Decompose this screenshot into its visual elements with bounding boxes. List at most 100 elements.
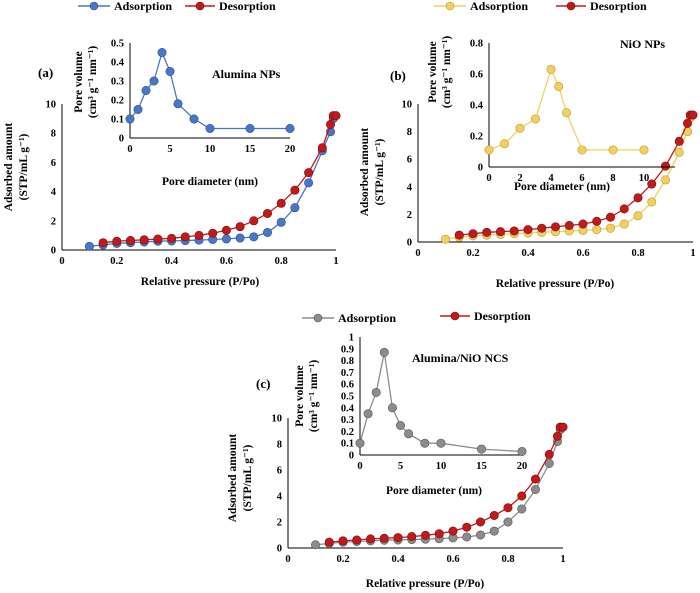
panel-a-main-x-tick-label: 1 — [333, 256, 338, 267]
panel-a-desorption-point — [326, 119, 336, 129]
panel-a-inset-y-tick-label: 0 — [119, 134, 124, 145]
legend-desorption-label: Desorption — [219, 0, 276, 13]
panel-c-inset-ylabel-2: (cm³ g⁻¹ nm⁻¹) — [308, 360, 320, 432]
panel-a-inset-y-tick-label: 0.1 — [111, 115, 124, 126]
panel-b-desorption-point — [682, 118, 692, 128]
panel-c-main-x-tick-label: 0.8 — [501, 554, 514, 565]
panel-b-adsorption-point — [592, 225, 602, 235]
panel-a-pore-point — [165, 67, 175, 77]
panel-c-inset-y-tick-label: 0.6 — [341, 380, 354, 391]
panel-c-desorption-point — [324, 537, 334, 547]
panel-a-inset-ylabel-2: (cm³ g⁻¹ nm⁻¹) — [87, 46, 99, 118]
panel-b-inset-y-tick-label: 0.6 — [470, 70, 483, 81]
panel-a-pore-point — [141, 86, 151, 96]
panel-a-pore-point — [133, 105, 143, 115]
panel-a-pore-point — [157, 47, 167, 57]
panel-b-pore-point — [577, 145, 587, 155]
panel-b-pore-line — [488, 67, 644, 151]
panel-b-adsorption-point — [647, 197, 657, 207]
panel-b-desorption-point — [468, 229, 478, 239]
panel-a: (a) Adsorption Desorption 0 0.2 0.4 0.6 0.8 1… — [3, 0, 341, 288]
panel-b-desorption-point — [578, 219, 588, 229]
panel-c-ylabel-2: (STP/mL g⁻¹) — [242, 444, 254, 511]
panel-a-adsorption-point — [262, 227, 272, 237]
panel-b-main-y-tick-label: 8 — [407, 127, 412, 138]
panel-c-inset-x-tick-label: 20 — [517, 461, 528, 472]
panel-c-desorption-point — [489, 510, 499, 520]
panel-c-desorption-point — [393, 533, 403, 543]
panel-b-inset-ylabel-2: (cm³ g⁻¹ nm⁻¹) — [441, 36, 453, 108]
panel-b-inset-x-tick-label: 8 — [610, 173, 615, 184]
panel-c-main-y-tick-label: 6 — [277, 466, 282, 477]
panel-a-desorption-point — [194, 230, 204, 240]
panel-c-main-x-tick-label: 0.2 — [336, 554, 349, 565]
panel-b-adsorption-point — [605, 223, 615, 233]
panel-b-main-y-tick-label: 2 — [407, 210, 412, 221]
panel-a-desorption-point — [98, 238, 108, 248]
panel-c-main-y-tick-label: 2 — [277, 518, 282, 529]
panel-a-pore-point — [245, 124, 255, 134]
panel-c-adsorption-point — [503, 517, 513, 527]
panel-a-pore-point — [189, 114, 199, 124]
panel-c-desorption-point — [517, 491, 527, 501]
panel-b-inset-x-tick-label: 2 — [517, 173, 522, 184]
panel-b-inset-title: NiO NPs — [620, 37, 665, 51]
panel-b-desorption-point — [523, 225, 533, 235]
panel-c-pore-point — [379, 347, 389, 357]
legend-adsorption-marker — [445, 1, 455, 11]
panel-c-adsorption-point — [310, 540, 320, 550]
panel-b-pore-point — [484, 145, 494, 155]
panel-c-label: (c) — [256, 376, 270, 391]
panel-b-main-x-tick-label: 0.2 — [466, 248, 479, 259]
panel-c-pore-point — [436, 438, 446, 448]
panel-c-pore-point — [517, 446, 527, 456]
panel-b-inset-y-tick-label: 0 — [478, 163, 483, 174]
panel-a-pore-point — [285, 124, 295, 134]
panel-b-desorption-point — [550, 222, 560, 232]
panel-b-desorption-point — [633, 193, 643, 203]
panel-a-label: (a) — [38, 65, 53, 80]
panel-b-adsorption-point — [674, 147, 684, 157]
panel-b-main-x-tick-label: 0.6 — [576, 248, 589, 259]
panel-c-desorption-point — [407, 532, 417, 542]
panel-c-inset-y-tick-label: 0.8 — [341, 356, 354, 367]
panel-a-pore-point — [149, 76, 159, 86]
legend-desorption-marker — [450, 311, 460, 321]
panel-c-desorption-point — [448, 526, 458, 536]
panel-a-inset-y-tick-label: 0.3 — [111, 77, 124, 88]
panel-b-xlabel: Relative pressure (P/Po) — [496, 278, 615, 290]
panel-a-desorption-point — [331, 111, 341, 121]
panel-b-desorption-point — [495, 227, 505, 237]
panel-b-inset-y-tick-label: 0.2 — [470, 132, 483, 143]
panel-b-desorption-point — [605, 212, 615, 222]
panel-c-adsorption-point — [530, 484, 540, 494]
panel-c-inset-x-tick-label: 15 — [476, 461, 487, 472]
panel-c-desorption-point — [558, 422, 568, 432]
panel-a-main-y-tick-label: 6 — [51, 158, 56, 169]
legend-desorption-marker — [566, 1, 576, 11]
legend-desorption-marker — [195, 1, 205, 11]
panel-c-adsorption-point — [544, 458, 554, 468]
panel-c-pore-point — [355, 438, 365, 448]
panel-a-inset-title: Alumina NPs — [212, 67, 281, 81]
panel-c-inset-y-tick-label: 1 — [349, 333, 354, 344]
panel-a-pore-line — [129, 50, 290, 130]
panel-b-inset-xlabel: Pore diameter (nm) — [514, 181, 610, 193]
panel-b-legend: Adsorption Desorption — [434, 0, 647, 13]
panel-a-ylabel-1: Adsorbed amount — [3, 123, 15, 212]
panel-c-main-x-tick-label: 0.4 — [391, 554, 405, 565]
panel-b-pore-point — [561, 108, 571, 118]
panel-c-inset-plot: 0 5 10 15 20 00.10.20.30.40.50.60.70.80.91 — [341, 333, 527, 473]
panel-b-main-y-tick-label: 6 — [407, 155, 412, 166]
legend-adsorption-label: Adsorption — [338, 311, 396, 325]
panel-c-pore-point — [395, 420, 405, 430]
panel-c-desorption-point — [338, 536, 348, 546]
panel-c-inset-ylabel-1: Pore volume — [294, 365, 306, 426]
panel-b-desorption-line — [459, 114, 693, 236]
panel-b: (b) Adsorption Desorption 0 0.2 0.4 0.6 0.8 1… — [359, 0, 698, 290]
panel-b-inset-y-tick-label: 0.8 — [470, 39, 483, 50]
panel-b-adsorption-point — [633, 211, 643, 221]
panel-b-main-y-tick-label: 10 — [402, 100, 413, 111]
